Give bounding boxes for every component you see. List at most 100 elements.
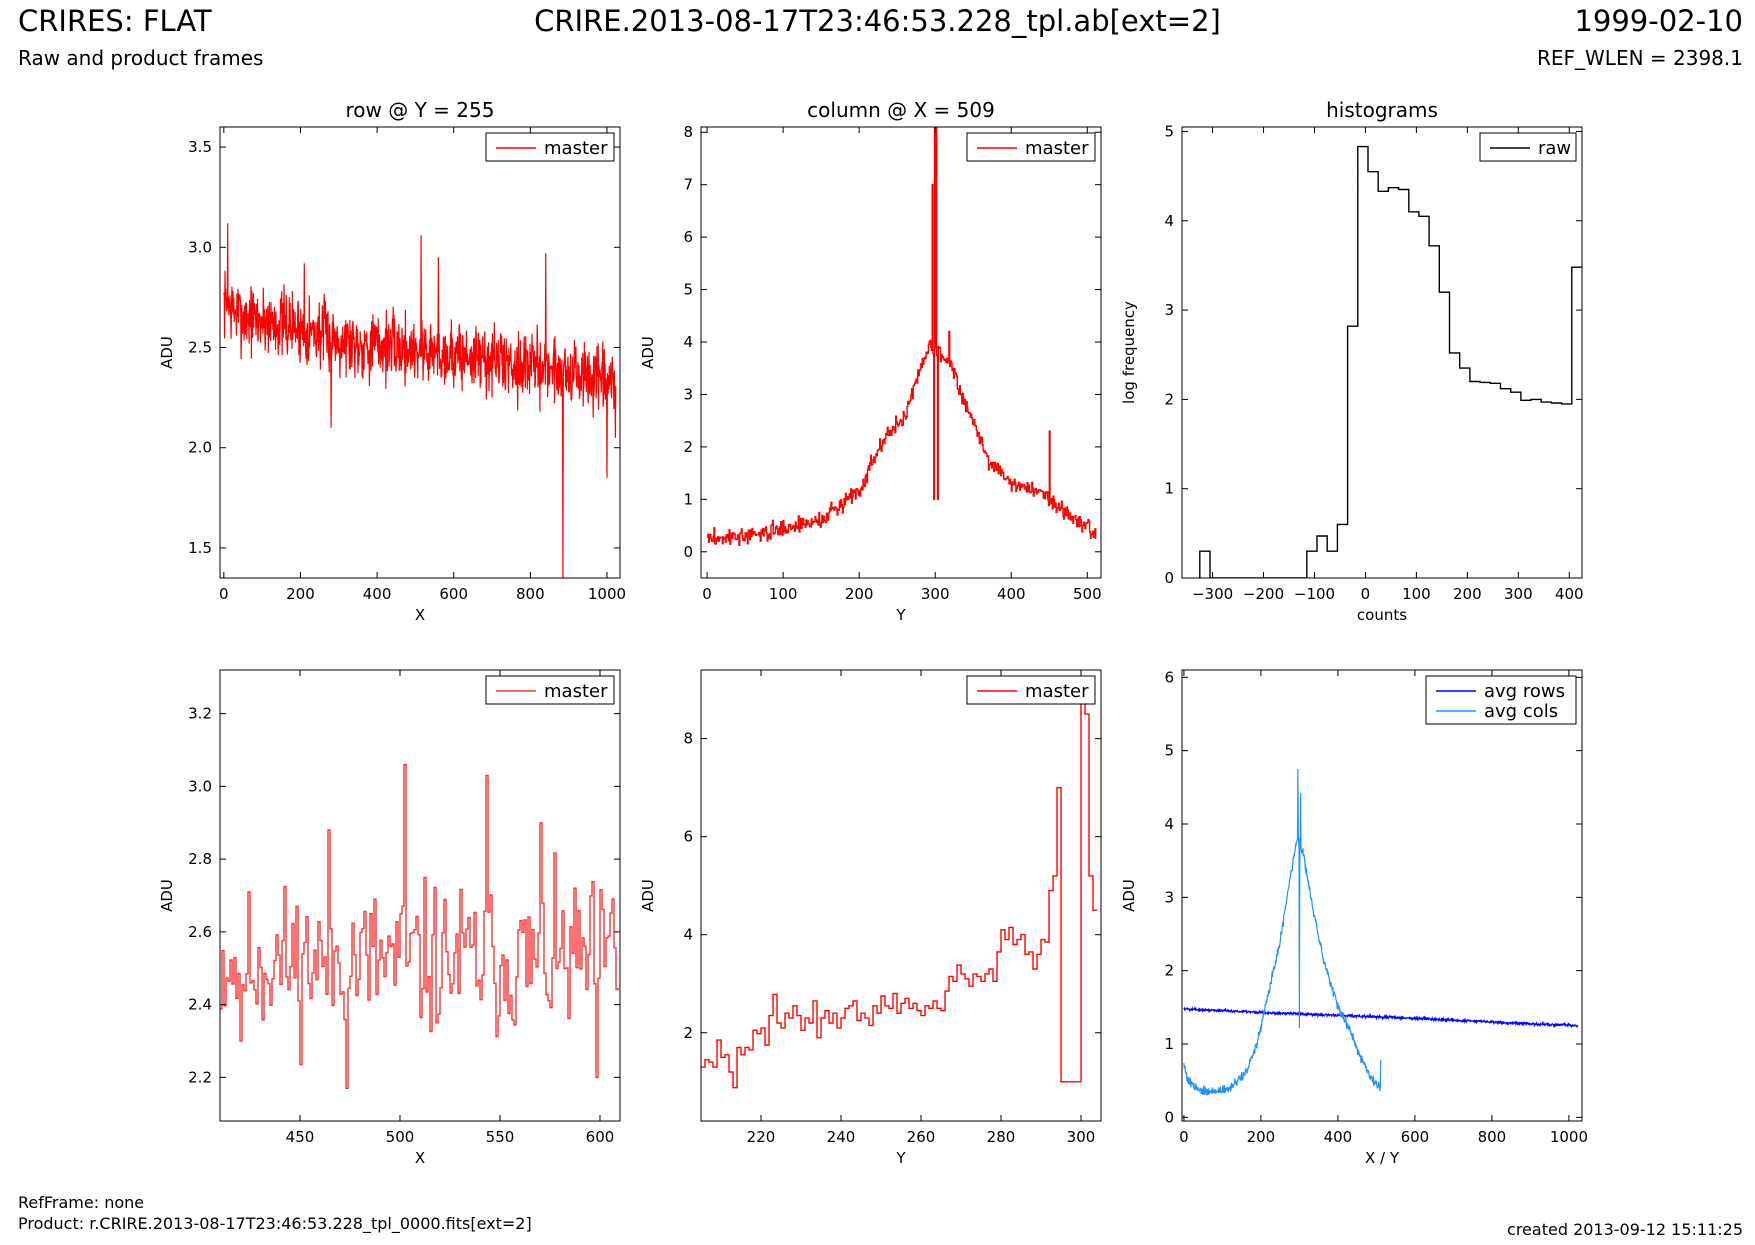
x-tick-label: 0 xyxy=(1361,585,1371,603)
legend-label: avg rows xyxy=(1484,681,1565,702)
y-tick-label: 3.0 xyxy=(188,777,212,795)
chart-row-zoom: 450 500 550 600 2.2 2.4 2.6 2.8 3.0 3.2 X ADU master xyxy=(158,669,621,1167)
ref-wlen: REF_WLEN = 2398.1 xyxy=(1536,46,1743,70)
x-axis-label: Y xyxy=(895,606,906,624)
x-tick-label: 400 xyxy=(1324,1128,1353,1146)
y-axis-label: log frequency xyxy=(1120,301,1138,404)
page-subtitle: Raw and product frames xyxy=(18,46,264,70)
legend-label: master xyxy=(544,681,608,702)
x-tick-label: 240 xyxy=(827,1128,856,1146)
series-line-master xyxy=(223,223,617,578)
y-axis-label: ADU xyxy=(158,879,176,912)
x-tick-label: 600 xyxy=(586,1128,615,1146)
plot-frame xyxy=(219,126,621,579)
y-tick-label: 2 xyxy=(683,438,693,456)
y-tick-label: 5 xyxy=(1164,742,1174,760)
legend xyxy=(1425,675,1577,725)
series-line-master xyxy=(220,763,619,1089)
x-axis-label: X / Y xyxy=(1365,1149,1400,1167)
legend xyxy=(485,132,615,162)
series-line-raw xyxy=(1199,145,1582,578)
y-tick-label: 0 xyxy=(1164,1108,1174,1126)
y-tick-label: 1 xyxy=(1164,1035,1174,1053)
x-tick-label: 300 xyxy=(921,585,950,603)
y-tick-label: 4 xyxy=(683,333,693,351)
plot-frame xyxy=(700,126,1102,579)
x-axis-label: Y xyxy=(895,1149,906,1167)
x-tick-label: 400 xyxy=(997,585,1026,603)
x-tick-label: 220 xyxy=(747,1128,776,1146)
legend xyxy=(485,675,615,705)
y-axis-label: ADU xyxy=(639,336,657,369)
y-tick-label: 3 xyxy=(683,385,693,403)
x-tick-label: 550 xyxy=(486,1128,515,1146)
x-tick-label: 500 xyxy=(386,1128,415,1146)
y-tick-label: 2 xyxy=(1164,390,1174,408)
chart-averages: 0 200 400 600 800 1000 0 1 2 3 4 5 6 X / Y ADU avg rows… xyxy=(1120,668,1588,1167)
y-tick-label: 3 xyxy=(1164,301,1174,319)
y-tick-label: 2.0 xyxy=(188,439,212,457)
y-tick-label: 4 xyxy=(1164,815,1174,833)
legend-label: master xyxy=(1025,138,1089,159)
legend xyxy=(1479,132,1577,162)
legend-label: master xyxy=(544,138,608,159)
series-line-avg-rows xyxy=(1183,1006,1579,1029)
y-tick-label: 2.5 xyxy=(188,338,212,356)
x-axis-label: counts xyxy=(1357,606,1407,624)
chart-title: column @ X = 509 xyxy=(807,98,995,122)
plot-frame xyxy=(1181,669,1583,1122)
x-tick-label: 260 xyxy=(907,1128,936,1146)
y-tick-label: 5 xyxy=(1164,122,1174,140)
y-tick-label: 1 xyxy=(683,490,693,508)
observation-date: 1999-02-10 xyxy=(1574,4,1743,38)
x-tick-label: 100 xyxy=(769,585,798,603)
x-tick-label: −200 xyxy=(1243,585,1284,603)
chart-column-zoom: 220 240 260 280 300 2 4 6 8 Y ADU master xyxy=(639,669,1102,1167)
x-tick-label: −300 xyxy=(1192,585,1233,603)
plot-frame xyxy=(1181,126,1583,579)
x-tick-label: 600 xyxy=(439,585,468,603)
y-tick-label: 2 xyxy=(1164,962,1174,980)
y-tick-label: 3.2 xyxy=(188,705,212,723)
x-tick-label: 200 xyxy=(1247,1128,1276,1146)
y-axis-label: ADU xyxy=(158,336,176,369)
x-tick-label: 500 xyxy=(1073,585,1102,603)
x-tick-label: 600 xyxy=(1401,1128,1430,1146)
y-tick-label: 3 xyxy=(1164,888,1174,906)
y-tick-label: 2.6 xyxy=(188,923,212,941)
x-tick-label: 800 xyxy=(1478,1128,1507,1146)
x-tick-label: 400 xyxy=(363,585,392,603)
legend-label: raw xyxy=(1538,138,1571,159)
chart-column: 0 100 200 300 400 500 0 1 2 3 4 5 6 7 8 Y ADU column @ X … xyxy=(639,98,1102,624)
y-tick-label: 2.2 xyxy=(188,1068,212,1086)
y-tick-label: 1.5 xyxy=(188,539,212,557)
y-tick-label: 6 xyxy=(1164,668,1174,686)
x-tick-label: 200 xyxy=(1453,585,1482,603)
frame-name: CRIRE.2013-08-17T23:46:53.228_tpl.ab[ext… xyxy=(534,4,1221,38)
x-tick-label: 1000 xyxy=(1550,1128,1588,1146)
y-tick-label: 6 xyxy=(683,828,693,846)
chart-title: histograms xyxy=(1326,98,1438,122)
legend-label: master xyxy=(1025,681,1089,702)
chart-row: 0 200 400 600 800 1000 1.5 2.0 2.5 3.0 3.5 X ADU row … xyxy=(158,98,626,624)
chart-histograms: −300 −200 −100 0 100 200 300 400 0 1 2 3 4 5 counts log… xyxy=(1120,98,1584,624)
y-tick-label: 0 xyxy=(1164,569,1174,587)
x-tick-label: 800 xyxy=(516,585,545,603)
plot-frame xyxy=(700,669,1102,1122)
y-tick-label: 6 xyxy=(683,228,693,246)
y-tick-label: 7 xyxy=(683,176,693,194)
y-tick-label: 2 xyxy=(683,1024,693,1042)
x-tick-label: 0 xyxy=(702,585,712,603)
y-tick-label: 1 xyxy=(1164,480,1174,498)
y-tick-label: 4 xyxy=(1164,212,1174,230)
x-tick-label: 0 xyxy=(219,585,229,603)
x-tick-label: 300 xyxy=(1504,585,1533,603)
y-tick-label: 3.5 xyxy=(188,138,212,156)
chart-title: row @ Y = 255 xyxy=(346,98,495,122)
x-tick-label: 450 xyxy=(286,1128,315,1146)
x-tick-label: 400 xyxy=(1555,585,1584,603)
x-tick-label: 200 xyxy=(845,585,874,603)
y-tick-label: 5 xyxy=(683,281,693,299)
series-line-avg-cols xyxy=(1183,768,1382,1096)
